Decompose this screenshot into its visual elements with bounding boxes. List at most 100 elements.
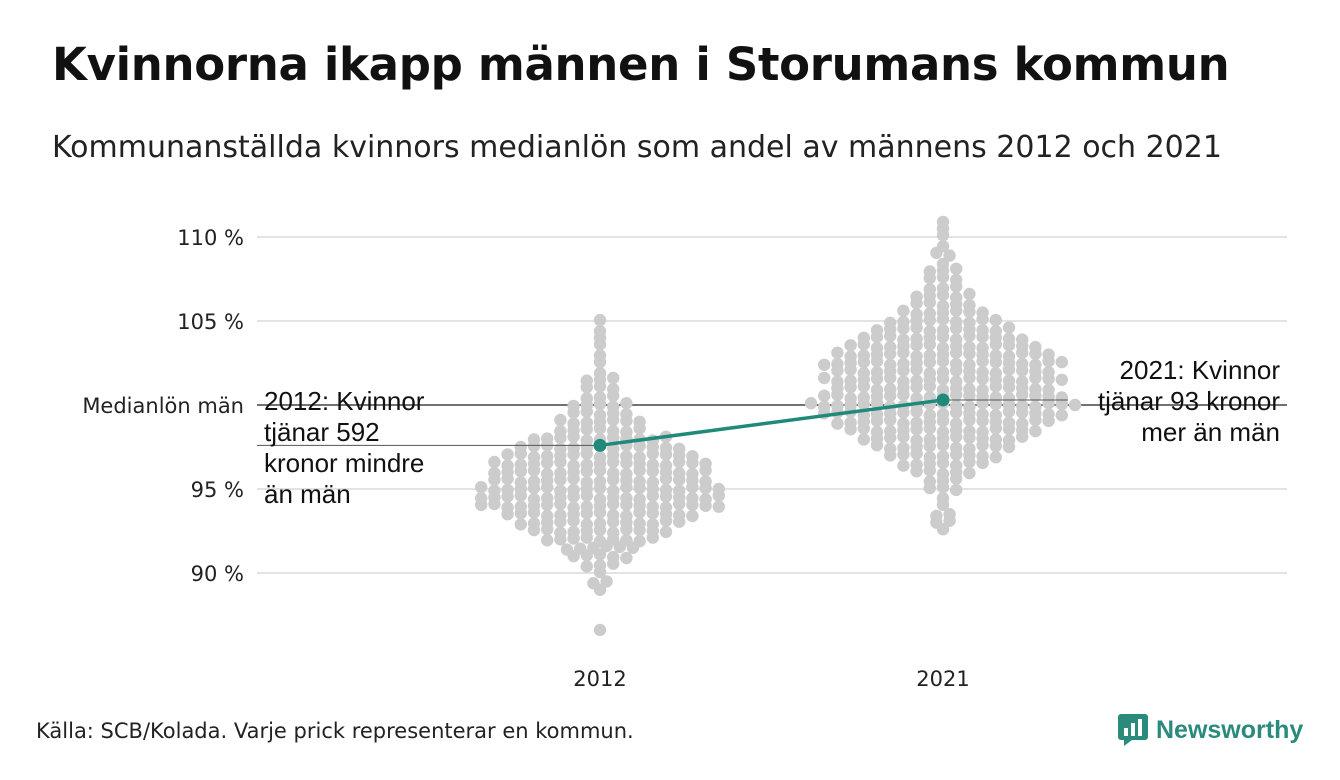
municipality-dot [567,441,580,455]
municipality-dot [1016,357,1029,371]
municipality-dot [831,417,844,430]
municipality-dot [950,315,963,329]
municipality-dot [897,375,910,388]
municipality-dot [527,451,541,464]
municipality-dot [989,325,1002,338]
municipality-dot [976,324,989,337]
municipality-dot [593,325,607,338]
municipality-dot [633,475,646,488]
municipality-dot [870,408,884,421]
municipality-dot [501,459,514,472]
municipality-dot [989,391,1002,404]
municipality-dot [673,442,686,455]
municipality-dot [593,517,607,530]
municipality-dot [857,367,870,380]
municipality-dot [620,467,633,481]
x-axis: 2012 2021 [573,667,969,691]
municipality-dot [593,451,607,464]
x-tick-label: 2012 [573,667,626,691]
municipality-dot [910,290,923,303]
municipality-dot [1002,374,1016,387]
municipality-dot [541,534,554,547]
municipality-dot [712,500,725,513]
annotation-2012-line: än män [264,479,351,509]
municipality-dot [593,391,607,404]
municipality-dot [554,526,567,539]
municipality-dot [884,340,897,354]
municipality-dot [804,397,818,410]
municipality-dot [541,450,554,463]
municipality-dot [950,399,963,413]
municipality-dot [699,475,712,488]
municipality-dot [844,339,857,352]
y-tick-label: 95 % [191,478,244,502]
municipality-dot [936,341,950,355]
municipality-dot [936,492,950,505]
annotation-2021-line: mer än män [1141,417,1280,447]
municipality-dot [884,424,897,438]
municipality-dot [897,357,910,371]
storuman-point-2021 [936,393,950,407]
municipality-dot [910,416,923,429]
dots-layer [475,215,1082,637]
municipality-dot [620,425,633,439]
municipality-dot [1016,333,1029,346]
municipality-dot [976,408,989,421]
municipality-dot [600,575,613,588]
municipality-dot [950,417,963,430]
municipality-dot [659,459,673,472]
municipality-dot [936,425,950,439]
annotations: 2012: Kvinnor tjänar 592 kronor mindre än m… [264,355,1280,509]
municipality-dot [567,399,580,413]
municipality-dot [527,517,541,530]
municipality-dot [593,623,607,637]
municipality-dot [1055,409,1069,422]
municipality-dot [501,501,514,514]
municipality-dot [593,475,607,488]
municipality-dot [818,371,831,385]
municipality-dot [936,324,950,337]
municipality-dot [870,383,884,397]
municipality-dot [580,416,593,429]
municipality-dot [870,324,884,337]
municipality-dot [930,509,943,523]
municipality-dot [633,415,646,428]
municipality-dot [514,440,527,454]
municipality-dot [897,459,910,472]
municipality-dot [1002,416,1016,429]
municipality-dot [514,476,527,489]
municipality-dot [936,383,950,397]
annotation-2021: 2021: Kvinnor tjänar 93 kronor mer än män [1098,355,1280,447]
municipality-dot [580,458,593,471]
municipality-dot [580,518,593,531]
municipality-dot [554,484,567,497]
municipality-dot [923,475,936,488]
municipality-dot [923,451,936,464]
municipality-dot [607,484,620,497]
storuman-connector-line [599,398,944,448]
annotation-2012-line: kronor mindre [264,448,424,478]
municipality-dot [580,374,593,387]
municipality-dot [884,316,897,329]
municipality-dot [976,425,989,439]
municipality-dot [633,493,646,506]
municipality-dot [831,346,844,359]
municipality-dot [633,451,646,464]
municipality-dot [910,350,923,363]
x-tick-label: 2021 [916,667,969,691]
municipality-dot [857,391,870,404]
municipality-dot [620,492,633,505]
municipality-dot [844,392,857,405]
municipality-dot [541,492,554,505]
y-tick-label: 105 % [177,310,244,334]
municipality-dot [923,433,936,446]
municipality-dot [514,458,527,471]
municipality-dot [910,434,923,447]
municipality-dot [818,389,831,402]
municipality-dot [620,408,633,421]
municipality-dot [831,357,844,371]
municipality-dot [884,382,897,396]
brand-logo[interactable]: Newsworthy [1118,714,1303,746]
municipality-dot [607,424,620,438]
municipality-dot [475,481,488,494]
